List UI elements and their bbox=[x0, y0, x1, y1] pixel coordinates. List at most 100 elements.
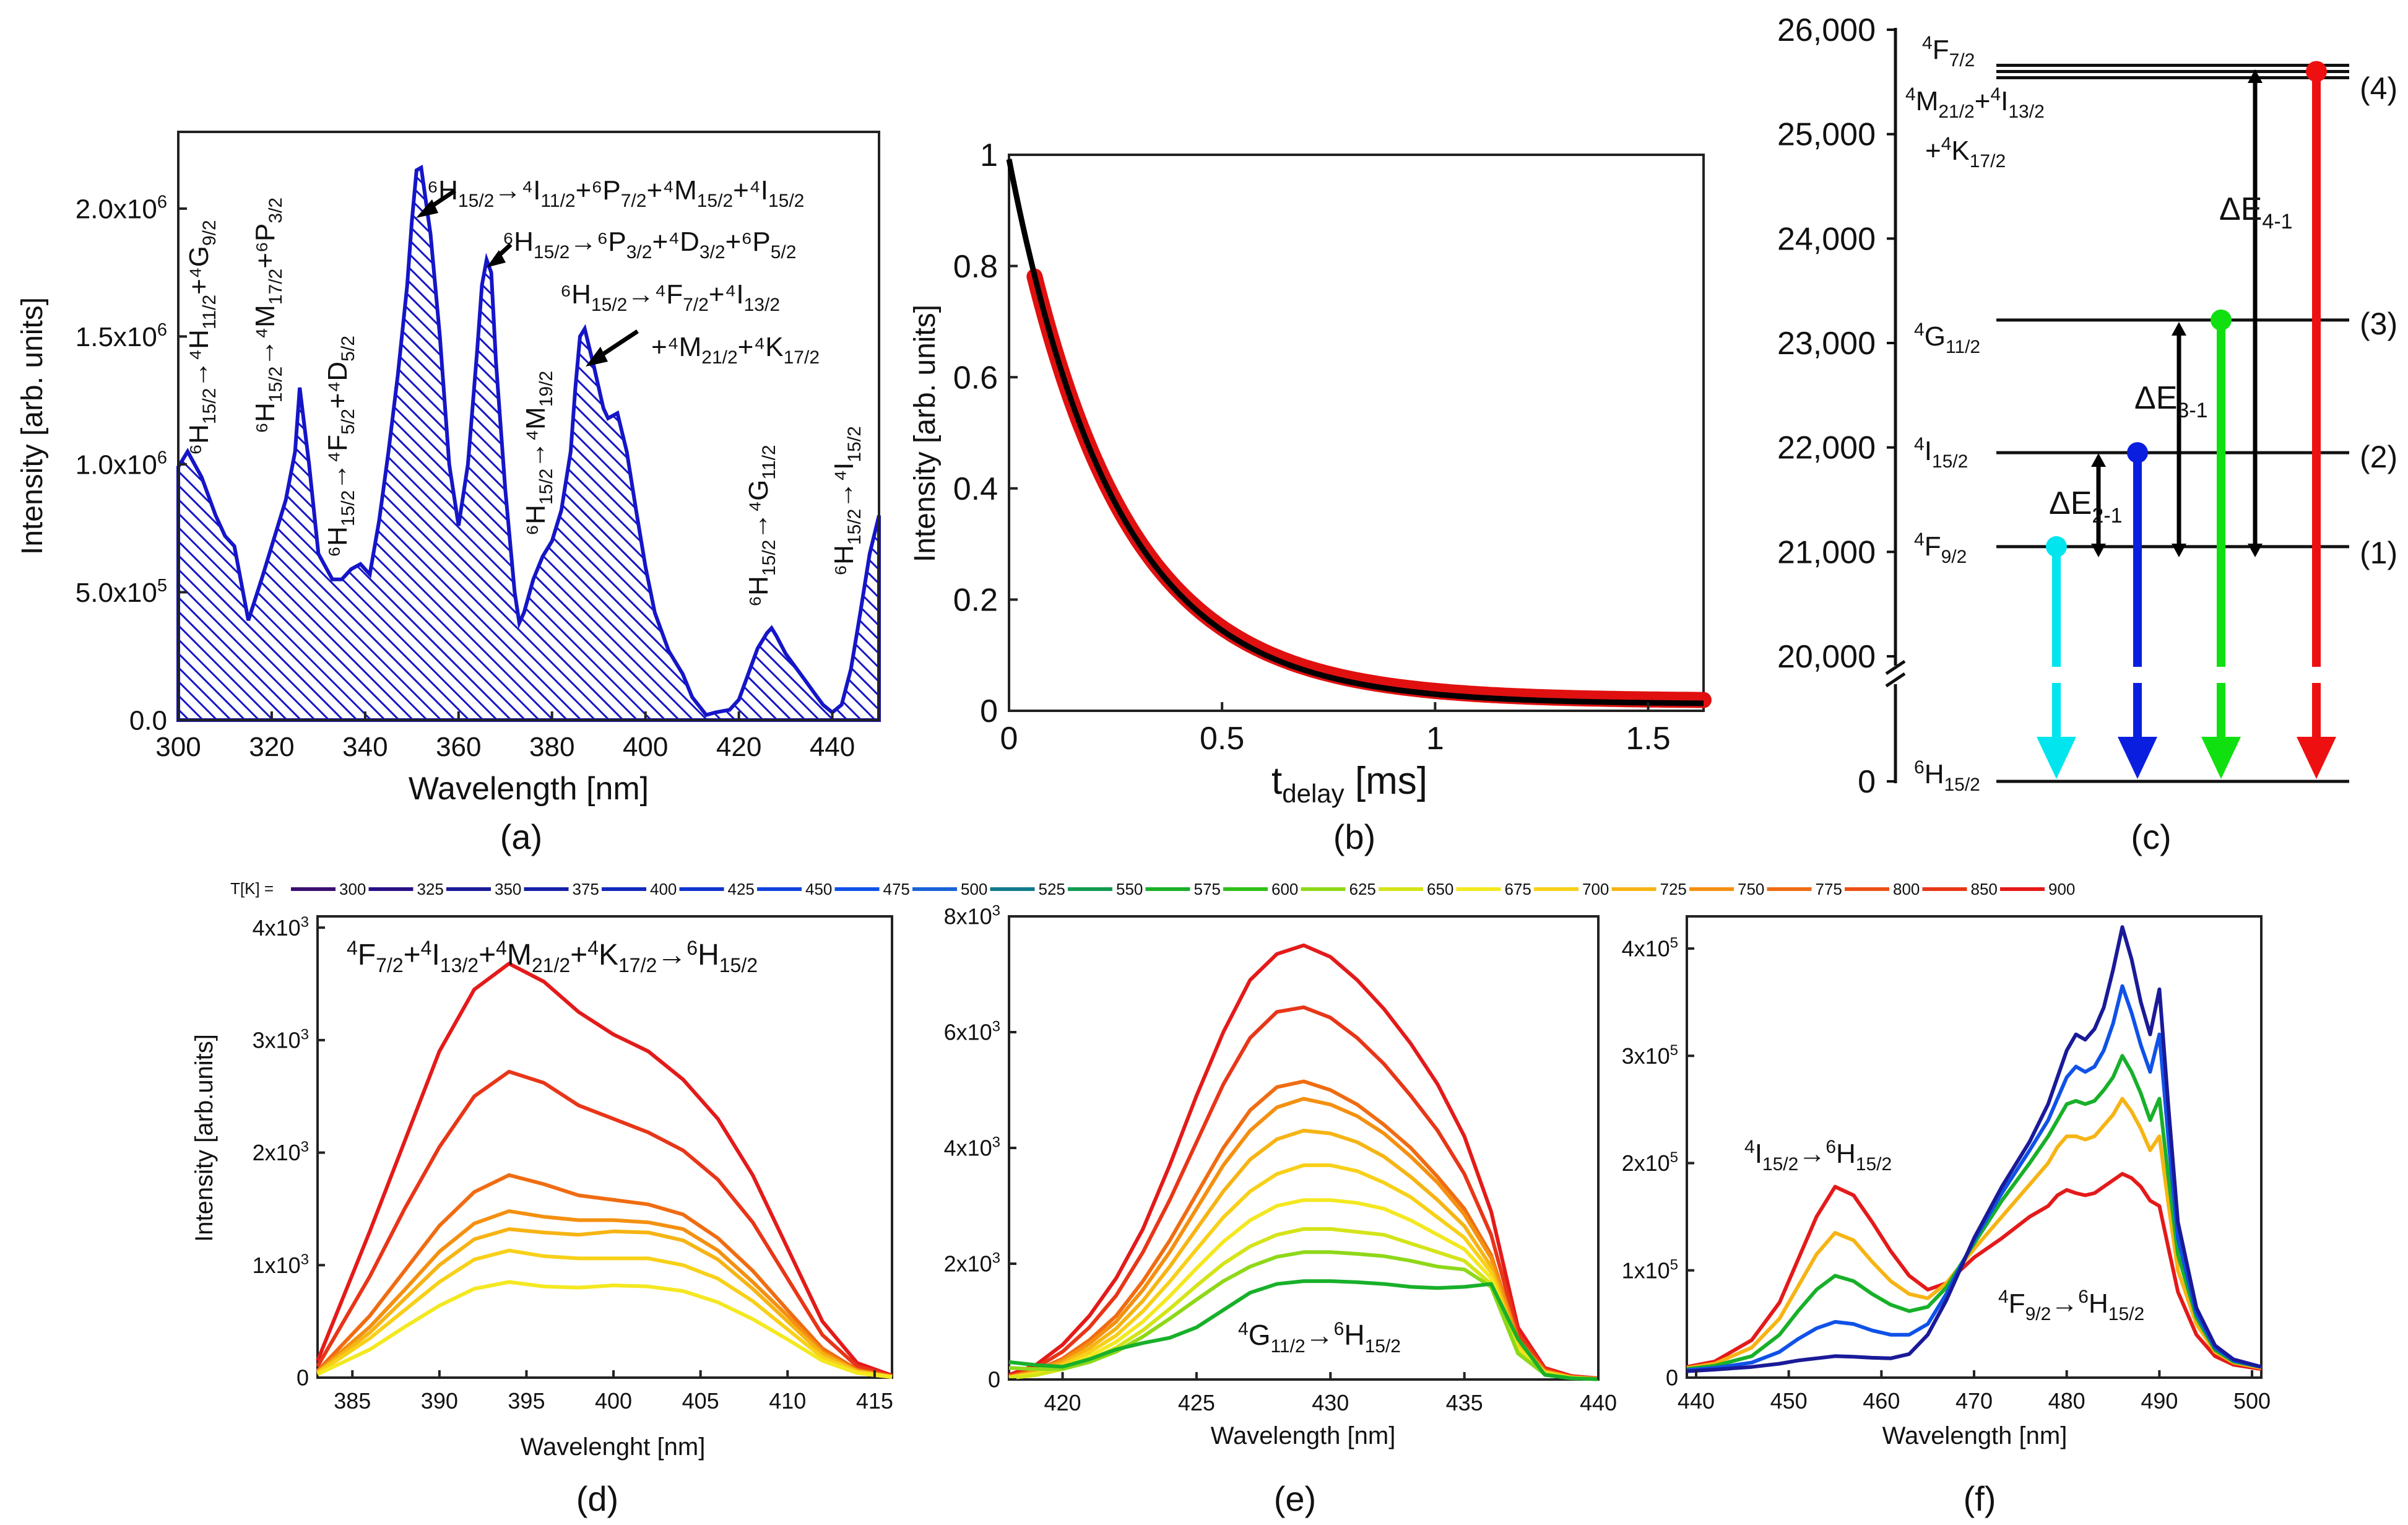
c-emission-arrowhead bbox=[2297, 737, 2336, 779]
e-series-line bbox=[1008, 1250, 1599, 1381]
a-ytick-label: 0.0 bbox=[129, 705, 167, 736]
legend-label: 450 bbox=[805, 880, 832, 898]
b-panel-label: (b) bbox=[1333, 817, 1375, 856]
d-xtick-label: 405 bbox=[682, 1388, 719, 1414]
e-xtick-label: 420 bbox=[1044, 1390, 1081, 1415]
c-ticks: 0 20,000 21,000 22,000 23,000 24,000 25,000 26,… bbox=[1777, 12, 1895, 800]
f-ytick-label: 1x105 bbox=[1622, 1256, 1678, 1283]
c-label-4g11: 4G11/2 bbox=[1914, 319, 1980, 357]
d-xtick-label: 385 bbox=[334, 1388, 371, 1414]
f-series-line bbox=[1686, 984, 2262, 1372]
d-xtick-label: 390 bbox=[421, 1388, 458, 1414]
e-xtick-label: 425 bbox=[1178, 1390, 1215, 1415]
c-level-labels: 4F7/2 4M21/2+4I13/2 +4K17/2 4G11/2 4I15/… bbox=[1905, 33, 2045, 795]
a-ytick-label: 5.0x105 bbox=[76, 576, 167, 608]
e-ticks: 420 425 430 435 440 0 2x103 4x103 6x103 8x103 bbox=[944, 903, 1617, 1415]
b-ytick-label: 0.8 bbox=[953, 249, 998, 285]
a-label-i11-p7: ⁶H15/2→⁴I11/2+⁶P7/2+⁴M15/2+⁴I15/2 bbox=[427, 175, 804, 211]
c-ytick-label: 23,000 bbox=[1777, 326, 1876, 362]
legend-label: 425 bbox=[728, 880, 755, 898]
legend-label: 300 bbox=[339, 880, 366, 898]
legend-label: 725 bbox=[1660, 880, 1687, 898]
c-gap-label-31: ΔE3-1 bbox=[2134, 380, 2208, 422]
c-gap-label-21: ΔE2-1 bbox=[2049, 485, 2123, 528]
d-ylabel: Intensity [arb.units] bbox=[191, 1034, 218, 1242]
c-gap-arrows bbox=[2091, 69, 2263, 557]
c-index-4: (4) bbox=[2360, 71, 2397, 106]
legend-label: 350 bbox=[495, 880, 521, 898]
a-arrows bbox=[416, 189, 639, 367]
b-ylabel: Intensity [arb. units] bbox=[909, 305, 942, 562]
legend-label: 650 bbox=[1427, 880, 1453, 898]
f-lines bbox=[1686, 925, 2262, 1373]
c-ytick-label: 24,000 bbox=[1777, 221, 1876, 257]
legend-label: 600 bbox=[1271, 880, 1298, 898]
a-label-m17-p3: ⁶H15/2→⁴M17/2+⁶P3/2 bbox=[250, 198, 286, 433]
c-ytick-label: 25,000 bbox=[1777, 117, 1876, 153]
a-label-g11: ⁶H15/2→⁴G11/2 bbox=[743, 445, 779, 607]
e-lines bbox=[1008, 943, 1599, 1381]
f-ticks: 440 450 460 470 480 490 500 0 1x105 2x105 3x105 4x1… bbox=[1622, 935, 2271, 1414]
c-emission-arrowhead bbox=[2201, 737, 2241, 779]
d-ytick-label: 1x103 bbox=[253, 1251, 309, 1278]
c-emission-arrows bbox=[2037, 61, 2336, 779]
b-measured-decay bbox=[1026, 268, 1712, 708]
legend-label: 675 bbox=[1505, 880, 1531, 898]
a-label-f7-i13: ⁶H15/2→⁴F7/2+⁴I13/2 bbox=[560, 279, 780, 315]
c-index-1: (1) bbox=[2360, 536, 2397, 570]
temperature-legend: T[K] = 300 325 350 375 400 425 450 475 500 525 550 5… bbox=[230, 879, 2075, 898]
e-series-line bbox=[1008, 1097, 1599, 1381]
panel-c: 0 20,000 21,000 22,000 23,000 24,000 25,000 26,… bbox=[1777, 12, 2397, 856]
legend-label: 525 bbox=[1039, 880, 1065, 898]
legend-label: 500 bbox=[961, 880, 987, 898]
a-label-i15: ⁶H15/2→⁴I15/2 bbox=[829, 426, 865, 576]
f-series-line bbox=[1686, 1097, 2262, 1370]
legend-label: 625 bbox=[1349, 880, 1376, 898]
e-panel-label: (e) bbox=[1274, 1479, 1316, 1518]
d-series-line bbox=[316, 1248, 893, 1379]
a-label-f5-d5: ⁶H15/2→⁴F5/2+⁴D5/2 bbox=[323, 336, 358, 557]
c-label-4f7: 4F7/2 bbox=[1922, 33, 1975, 71]
f-annotation-1: 4I15/2→6H15/2 bbox=[1744, 1137, 1892, 1175]
e-ytick-label: 6x103 bbox=[944, 1019, 1000, 1045]
a-label-p3-d3: ⁶H15/2→⁶P3/2+⁴D3/2+⁶P5/2 bbox=[503, 227, 796, 263]
f-xtick-label: 490 bbox=[2141, 1388, 2178, 1414]
c-ytick-label: 21,000 bbox=[1777, 534, 1876, 570]
c-level-indices: (4) (3) (2) (1) bbox=[2360, 71, 2397, 570]
b-ticks: 0 0.5 1 1.5 0 0.2 0.4 0.6 0.8 1 bbox=[953, 137, 1671, 757]
f-xtick-label: 450 bbox=[1770, 1388, 1808, 1414]
legend-label: 700 bbox=[1582, 880, 1609, 898]
e-series-line bbox=[1008, 1279, 1599, 1381]
d-xtick-label: 400 bbox=[595, 1388, 632, 1414]
e-xlabel: Wavelength [nm] bbox=[1211, 1422, 1396, 1449]
legend-label: 375 bbox=[573, 880, 599, 898]
d-series-line bbox=[316, 1227, 893, 1379]
c-ytick-label: 20,000 bbox=[1777, 639, 1876, 675]
d-ticks: 385 390 395 400 405 410 415 0 1x103 2x103 3x103 4x1… bbox=[253, 914, 893, 1414]
d-series-line bbox=[316, 1173, 893, 1379]
a-ytick-label: 1.5x106 bbox=[76, 320, 167, 352]
f-xtick-label: 440 bbox=[1678, 1388, 1715, 1414]
a-label-m19: ⁶H15/2→⁴M19/2 bbox=[521, 371, 557, 536]
c-emission-arrowhead bbox=[2118, 737, 2157, 779]
c-levels bbox=[1996, 63, 2349, 783]
d-ytick-label: 3x103 bbox=[253, 1026, 309, 1053]
a-xtick-label: 340 bbox=[342, 732, 388, 762]
panel-e: 420 425 430 435 440 0 2x103 4x103 6x103 8x103 Wav… bbox=[944, 903, 1617, 1518]
b-ytick-label: 0.4 bbox=[953, 471, 998, 507]
d-plot-frame bbox=[316, 915, 893, 1379]
f-series-line bbox=[1686, 1171, 2262, 1371]
e-xtick-label: 430 bbox=[1312, 1390, 1349, 1415]
e-ytick-label: 0 bbox=[988, 1367, 1000, 1392]
c-index-2: (2) bbox=[2360, 440, 2397, 474]
c-label-6h15: 6H15/2 bbox=[1914, 757, 1980, 795]
d-ytick-label: 2x103 bbox=[253, 1139, 309, 1165]
b-xtick-label: 1.5 bbox=[1626, 721, 1670, 757]
f-xtick-label: 480 bbox=[2048, 1388, 2085, 1414]
f-annotation-2: 4F9/2→6H15/2 bbox=[1998, 1287, 2144, 1324]
a-ytick-label: 2.0x106 bbox=[76, 192, 167, 224]
f-ytick-label: 2x105 bbox=[1622, 1149, 1678, 1176]
b-fit-curve bbox=[1006, 159, 1704, 706]
d-xtick-label: 415 bbox=[856, 1388, 893, 1414]
f-xtick-label: 500 bbox=[2233, 1388, 2271, 1414]
